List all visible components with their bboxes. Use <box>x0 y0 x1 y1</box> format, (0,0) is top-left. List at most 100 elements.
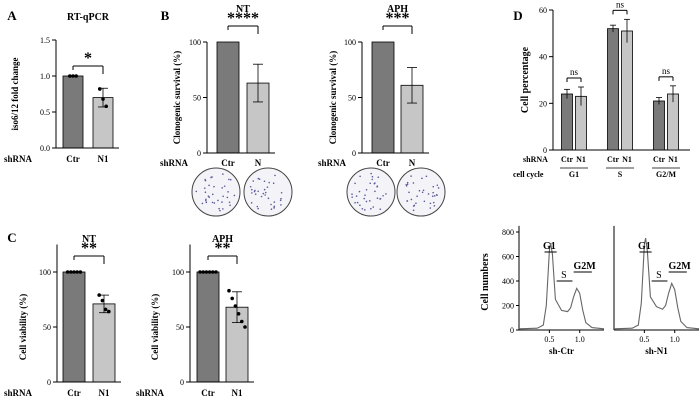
panel-a-data-point <box>71 74 75 78</box>
colony-dot <box>205 198 207 201</box>
colony-dot <box>273 207 275 209</box>
panel-c-aph-y-tick-label: 100 <box>172 268 184 277</box>
colony-dot <box>262 192 265 195</box>
colony-dot <box>263 180 266 183</box>
panel-d-sig-label: ns <box>616 0 625 9</box>
panel-a-data-point <box>74 74 78 78</box>
panel-b-aph-y-tick-label: 100 <box>344 38 356 47</box>
panel-d-row-label: shRNA <box>523 155 548 164</box>
panel-b-aph-y-tick-label: 50 <box>348 94 356 103</box>
colony-dot <box>432 191 434 194</box>
panel-b-aph-bar <box>371 41 395 154</box>
colony-dot <box>371 178 374 181</box>
flow-x-tick-label: 0.5 <box>639 335 649 344</box>
panel-b-nt-row-label: shRNA <box>160 158 189 168</box>
colony-dot <box>423 200 426 203</box>
colony-dot <box>359 175 361 178</box>
panel-c-aph-data-point <box>236 312 241 316</box>
colony-dot <box>421 191 424 194</box>
colony-dot <box>228 178 230 181</box>
colony-dot <box>433 195 436 197</box>
colony-dot <box>222 195 224 198</box>
colony-dot <box>279 199 282 202</box>
panel-d-sub-label: Ctr <box>653 155 665 164</box>
colony-dot <box>254 189 256 192</box>
panel-c-aph-data-point <box>227 288 231 293</box>
colony-dot <box>427 193 430 195</box>
colony-well <box>346 167 396 217</box>
colony-dot <box>217 199 219 202</box>
panel-d-sub-label: N1 <box>668 155 678 164</box>
colony-dot <box>213 202 216 204</box>
panel-a-y-tick-label: 1.0 <box>40 72 50 81</box>
panel-d-sub-label: Ctr <box>561 155 573 164</box>
colony-dot <box>252 180 255 182</box>
panel-a-y-tick-label: 0.0 <box>40 144 50 153</box>
colony-dot <box>382 194 384 197</box>
colony-dot <box>354 182 356 185</box>
panel-c-aph-data-point <box>211 270 215 274</box>
panel-b-nt-sig-label: **** <box>227 10 259 27</box>
panel-d-group-label: S <box>618 170 623 179</box>
colony-dot <box>203 187 206 189</box>
colony-dot <box>356 201 359 204</box>
colony-dot <box>219 209 221 212</box>
colony-dot <box>264 191 267 194</box>
colony-dot <box>205 199 207 202</box>
panel-c-aph-data-point <box>233 304 238 308</box>
panel-c-nt-title: NT <box>82 234 96 245</box>
panel-a-title: RT-qPCR <box>67 12 110 23</box>
colony-dot <box>429 207 432 209</box>
flow-y-tick-label: 200 <box>502 302 514 311</box>
flow-phase-label: G2M <box>573 261 596 272</box>
panel-b-nt-title: NT <box>236 4 250 15</box>
panel-b-aph-row-label: shRNA <box>318 158 347 168</box>
panel-c-nt-row-label: shRNA <box>4 388 33 398</box>
panel-a-row-label: shRNA <box>4 154 33 164</box>
colony-dot <box>228 201 231 204</box>
panel-d-y-label: Cell percentage <box>520 46 531 113</box>
flow-x-label: sh-N1 <box>645 346 668 356</box>
panel-d-sub-label: Ctr <box>607 155 619 164</box>
panel-letter-b: B <box>161 8 170 23</box>
panel-c-aph-data-point <box>214 270 218 274</box>
flow-y-label: Cell numbers <box>480 253 491 311</box>
colony-dot <box>418 189 421 192</box>
panel-d-group-label: G2/M <box>656 170 676 179</box>
colony-dot <box>229 178 232 181</box>
panel-letter-a: A <box>7 8 17 23</box>
panel-b-aph-category-label: N <box>409 158 416 168</box>
panel-d-group-label: G1 <box>569 170 579 179</box>
panel-b-nt-bar <box>216 41 240 154</box>
colony-dot <box>280 204 282 206</box>
panel-c-aph-y-tick-label: 0 <box>180 378 184 387</box>
colony-dot <box>263 188 266 191</box>
colony-dot <box>351 196 353 198</box>
flow-phase-label: G1 <box>543 241 556 252</box>
colony-dot <box>435 194 438 196</box>
panel-c-nt-y-label: Cell viability (%) <box>18 294 28 361</box>
colony-dot <box>406 200 408 202</box>
colony-dot <box>208 184 210 187</box>
panel-d-y-tick-label: 20 <box>539 99 547 108</box>
colony-dot <box>437 187 440 189</box>
panel-c-aph-y-tick-label: 50 <box>176 323 184 332</box>
colony-dot <box>204 178 206 181</box>
panel-c-aph-data-point <box>201 270 205 274</box>
colony-dot <box>273 205 276 208</box>
colony-dot <box>410 198 413 201</box>
panel-c-nt-data-point <box>103 307 108 312</box>
panel-d-bar <box>607 28 619 151</box>
colony-dot <box>436 184 439 187</box>
panel-b-aph-sig-label: *** <box>386 10 410 27</box>
panel-a-data-point <box>98 87 102 91</box>
panel-a-y-label: iso6/12 fold change <box>10 57 20 130</box>
flow-y-tick-label: 600 <box>502 253 514 262</box>
panel-b-aph-y-label: Clonogenic survival (%) <box>328 51 338 145</box>
colony-dot <box>251 192 253 194</box>
panel-b-nt-y-label: Clonogenic survival (%) <box>172 51 182 145</box>
colony-dot <box>410 175 412 177</box>
colony-dot <box>201 202 204 205</box>
colony-dot <box>254 193 257 195</box>
colony-dot <box>211 193 214 196</box>
